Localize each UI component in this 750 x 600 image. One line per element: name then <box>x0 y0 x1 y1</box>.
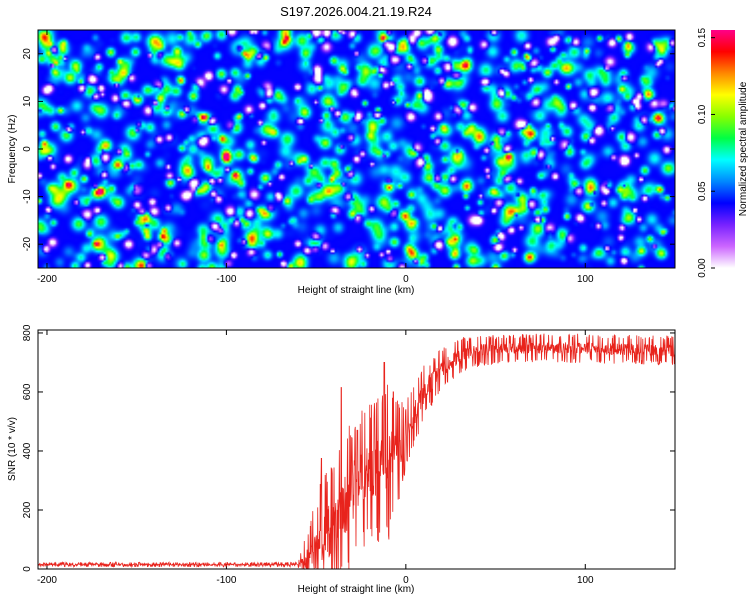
colorbar-gradient <box>711 30 735 268</box>
spectrogram-y-ticks: -20 -10 0 10 20 <box>22 48 675 252</box>
snr-x-tick-label: 0 <box>403 575 409 586</box>
colorbar-label: Normalized spectral amplitude <box>738 81 749 216</box>
snr-frame <box>37 329 676 570</box>
colorbar: 0.00 0.05 0.10 0.15 Normalized spectral amp… <box>697 28 749 278</box>
spectrogram-x-ticks: -200 -100 0 100 <box>37 30 594 285</box>
colorbar-tick-label: 0.15 <box>697 28 708 48</box>
snr-x-tick-label: -100 <box>216 575 236 586</box>
spectrogram-y-tick-label: 20 <box>22 48 33 60</box>
spectrogram-x-tick-label: -100 <box>216 274 236 285</box>
spectrogram-x-tick-label: -200 <box>37 274 57 285</box>
snr-plot-background <box>38 330 675 569</box>
snr-y-axis-label: SNR (10 * v/v) <box>7 417 18 481</box>
snr-x-tick-label: 100 <box>577 575 594 586</box>
colorbar-tick-label: 0.10 <box>697 104 708 124</box>
figure-title: S197.2026.004.21.19.R24 <box>280 4 432 19</box>
spectrogram-x-axis-label: Height of straight line (km) <box>298 285 415 296</box>
spectrogram-y-tick-label: 10 <box>22 95 33 107</box>
colorbar-tick-label: 0.05 <box>697 181 708 201</box>
snr-y-tick-label: 0 <box>22 566 33 572</box>
snr-series-line <box>37 333 676 571</box>
snr-y-tick-label: 800 <box>22 324 33 341</box>
spectrogram-y-axis-label: Frequency (Hz) <box>7 115 18 184</box>
spectrogram-y-tick-label: -10 <box>22 189 33 204</box>
snr-panel: -200 -100 0 100 0 200 400 600 800 Height of str… <box>7 324 676 595</box>
snr-y-tick-label: 400 <box>22 442 33 459</box>
spectrogram-image <box>38 30 675 268</box>
colorbar-tick-label: 0.00 <box>697 258 708 278</box>
spectrogram-y-tick-label: 0 <box>22 146 33 152</box>
spectrogram-x-tick-label: 100 <box>577 274 594 285</box>
colorbar-ticks: 0.00 0.05 0.10 0.15 <box>697 28 715 278</box>
spectrogram-y-tick-label: -20 <box>22 237 33 252</box>
snr-x-tick-label: -200 <box>37 575 57 586</box>
snr-y-tick-label: 200 <box>22 501 33 518</box>
snr-x-axis-label: Height of straight line (km) <box>298 584 415 595</box>
snr-y-tick-label: 600 <box>22 383 33 400</box>
spectrogram-x-tick-label: 0 <box>403 274 409 285</box>
